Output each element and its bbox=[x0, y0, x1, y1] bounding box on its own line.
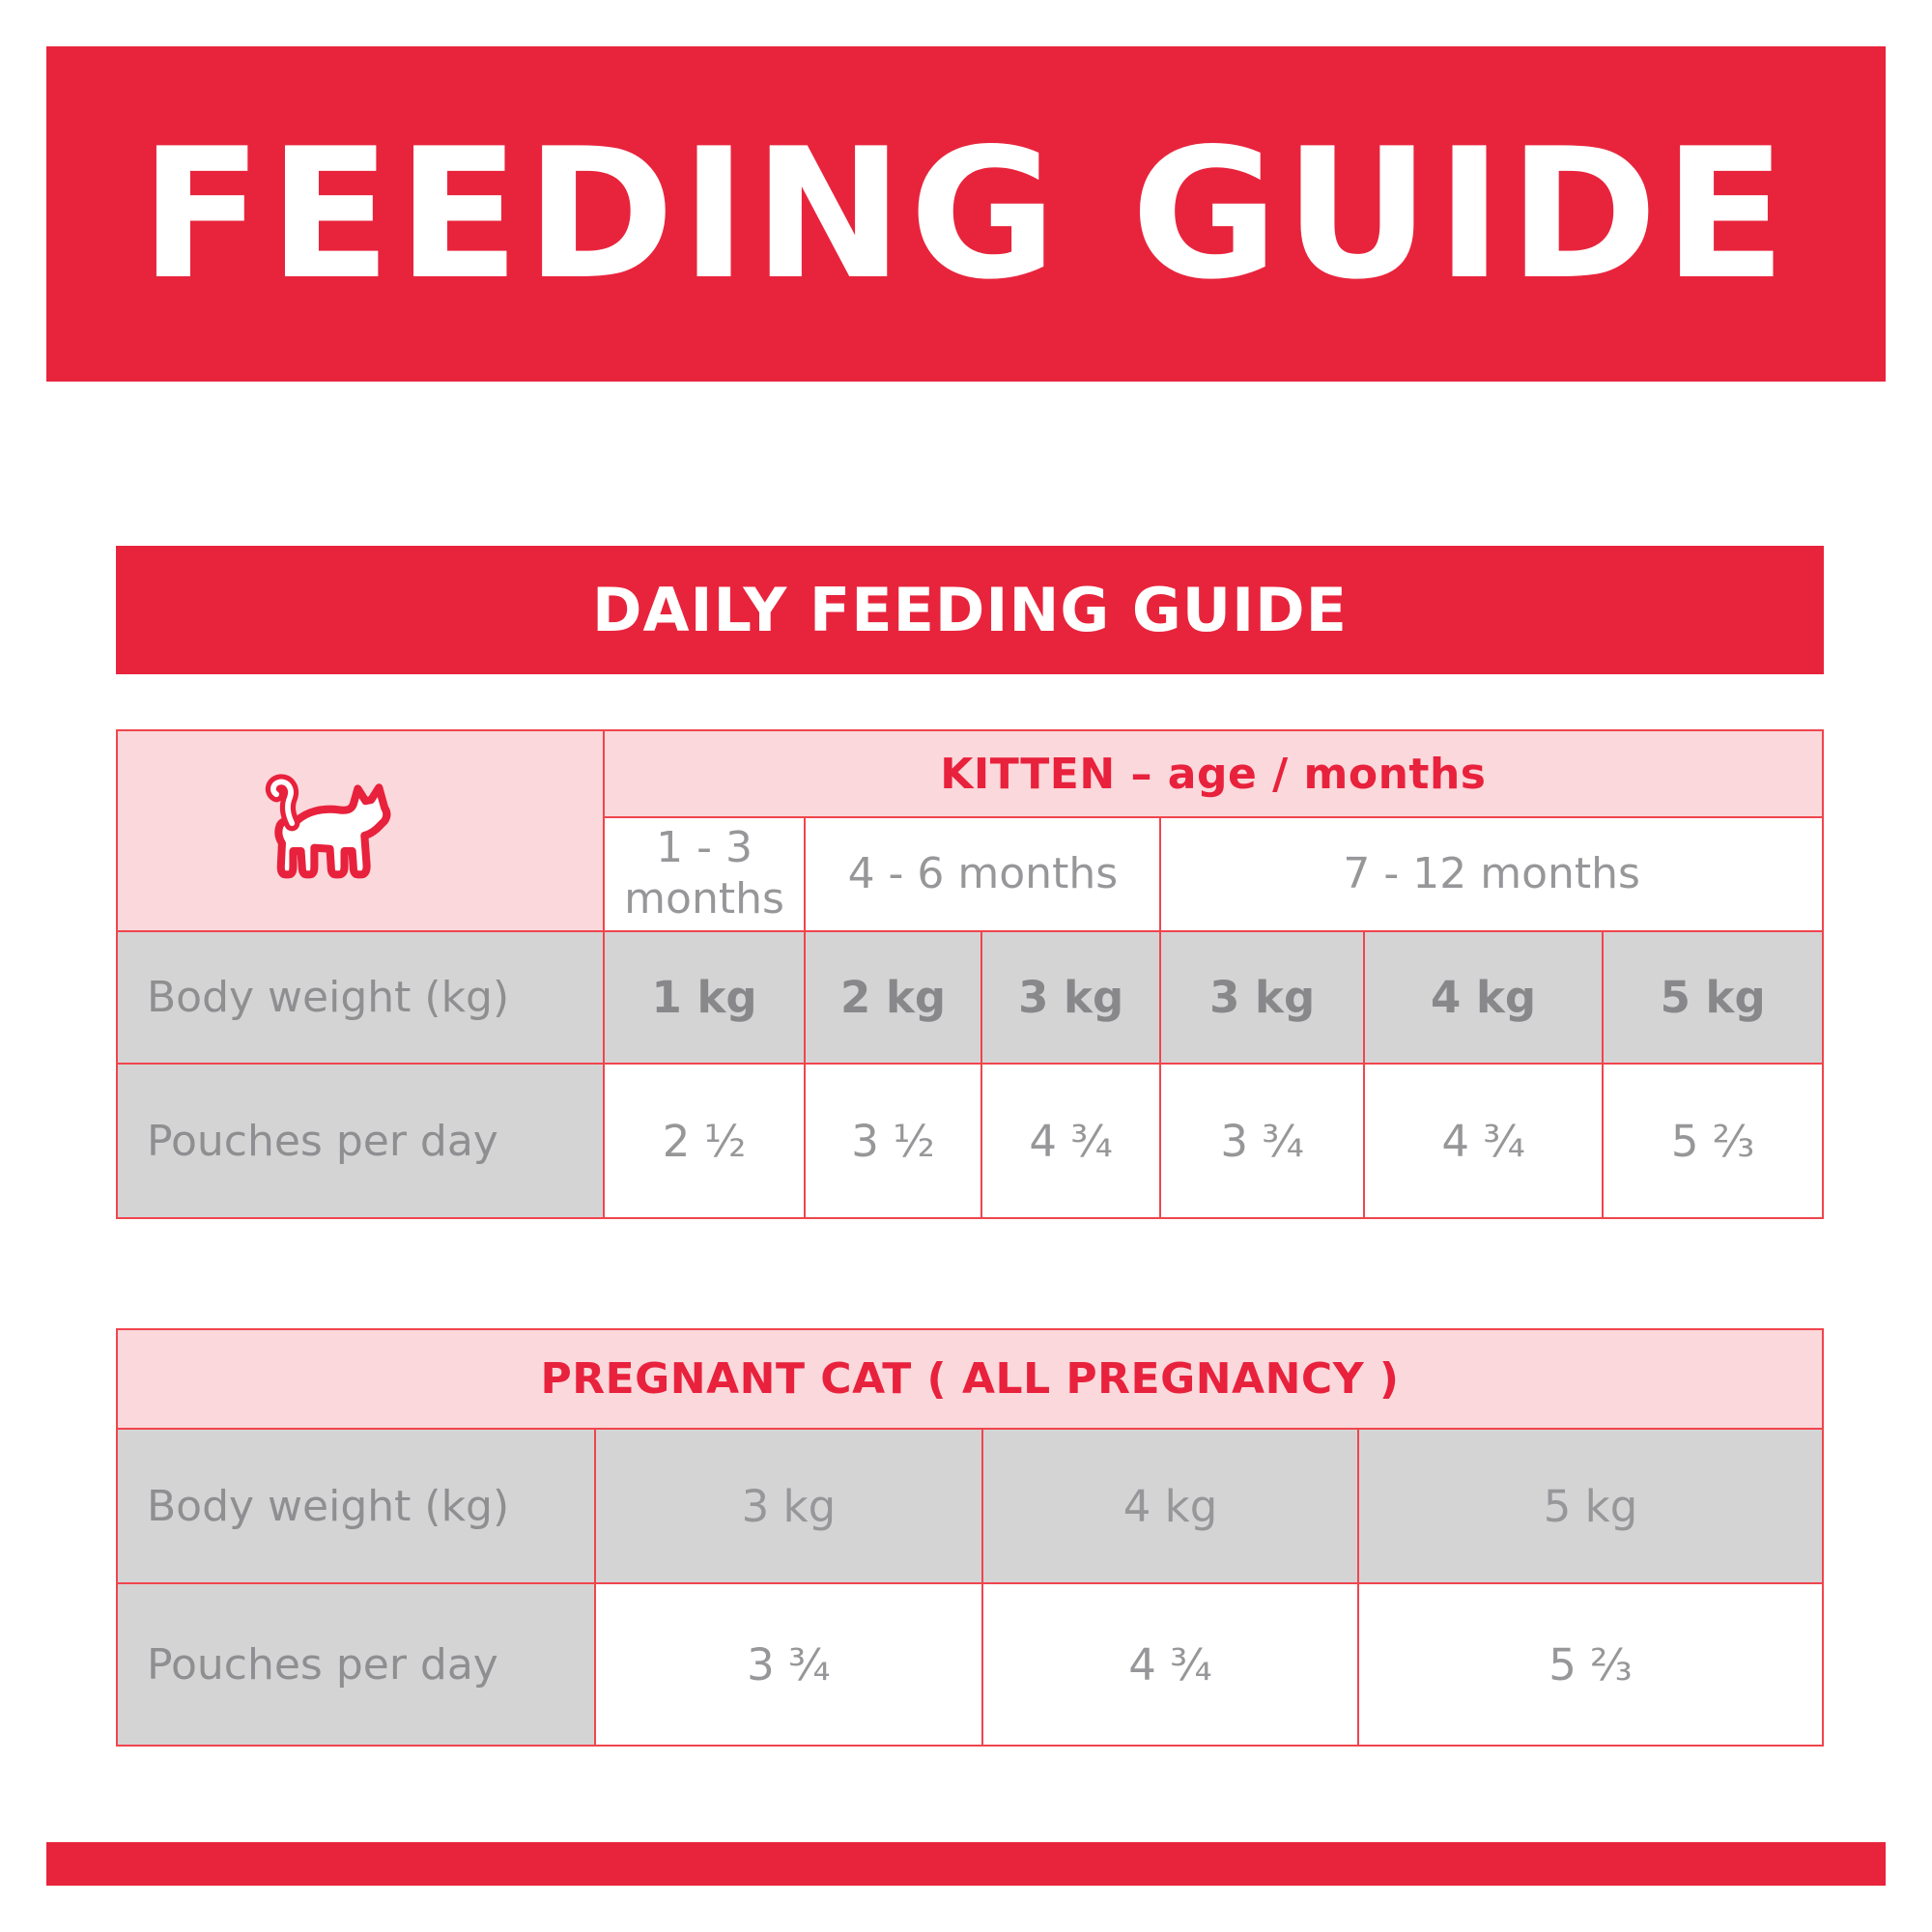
pouches-value: 2 ½ bbox=[604, 1065, 807, 1217]
pouches-value: 4 ¾ bbox=[982, 1584, 1360, 1745]
age-group-1-3: 1 - 3 months bbox=[604, 818, 807, 932]
pouches-value: 5 ⅔ bbox=[1359, 1584, 1822, 1745]
body-weight-value: 4 kg bbox=[1364, 932, 1605, 1065]
body-weight-value: 1 kg bbox=[604, 932, 807, 1065]
page-title: FEEDING GUIDE bbox=[139, 109, 1793, 319]
body-weight-label: Body weight (kg) bbox=[118, 932, 605, 1065]
body-weight-value: 3 kg bbox=[595, 1430, 983, 1584]
cat-icon bbox=[261, 767, 406, 895]
kitten-header-label: KITTEN – age / months bbox=[940, 749, 1487, 799]
pouches-value: 4 ¾ bbox=[1364, 1065, 1605, 1217]
section-title: DAILY FEEDING GUIDE bbox=[592, 575, 1348, 645]
body-weight-value: 5 kg bbox=[1604, 932, 1822, 1065]
body-weight-label: Body weight (kg) bbox=[118, 1430, 596, 1584]
cat-icon-cell bbox=[118, 731, 605, 932]
pregnant-header-label: PREGNANT CAT ( ALL PREGNANCY ) bbox=[540, 1354, 1400, 1404]
pouches-value: 3 ¾ bbox=[595, 1584, 983, 1745]
pouches-value: 3 ½ bbox=[806, 1065, 982, 1217]
feeding-guide-banner: FEEDING GUIDE bbox=[46, 46, 1886, 382]
pregnant-header-cell: PREGNANT CAT ( ALL PREGNANCY ) bbox=[118, 1330, 1822, 1430]
pouches-label: Pouches per day bbox=[118, 1584, 596, 1745]
body-weight-value: 2 kg bbox=[806, 932, 982, 1065]
kitten-feeding-table: KITTEN – age / months 1 - 3 months 4 - 6… bbox=[116, 729, 1824, 1219]
body-weight-value: 3 kg bbox=[1161, 932, 1365, 1065]
pouches-value: 5 ⅔ bbox=[1604, 1065, 1822, 1217]
age-group-4-6: 4 - 6 months bbox=[806, 818, 1162, 932]
pregnant-cat-table: PREGNANT CAT ( ALL PREGNANCY ) Body weig… bbox=[116, 1328, 1824, 1747]
pouches-value: 3 ¾ bbox=[1161, 1065, 1365, 1217]
body-weight-value: 3 kg bbox=[981, 932, 1162, 1065]
body-weight-value: 4 kg bbox=[982, 1430, 1360, 1584]
body-weight-value: 5 kg bbox=[1359, 1430, 1822, 1584]
footer-red-bar bbox=[46, 1842, 1886, 1886]
pouches-value: 4 ¾ bbox=[981, 1065, 1162, 1217]
daily-feeding-guide-banner: DAILY FEEDING GUIDE bbox=[116, 546, 1824, 674]
kitten-header-cell: KITTEN – age / months bbox=[604, 731, 1822, 818]
age-group-7-12: 7 - 12 months bbox=[1161, 818, 1822, 932]
pouches-label: Pouches per day bbox=[118, 1065, 605, 1217]
